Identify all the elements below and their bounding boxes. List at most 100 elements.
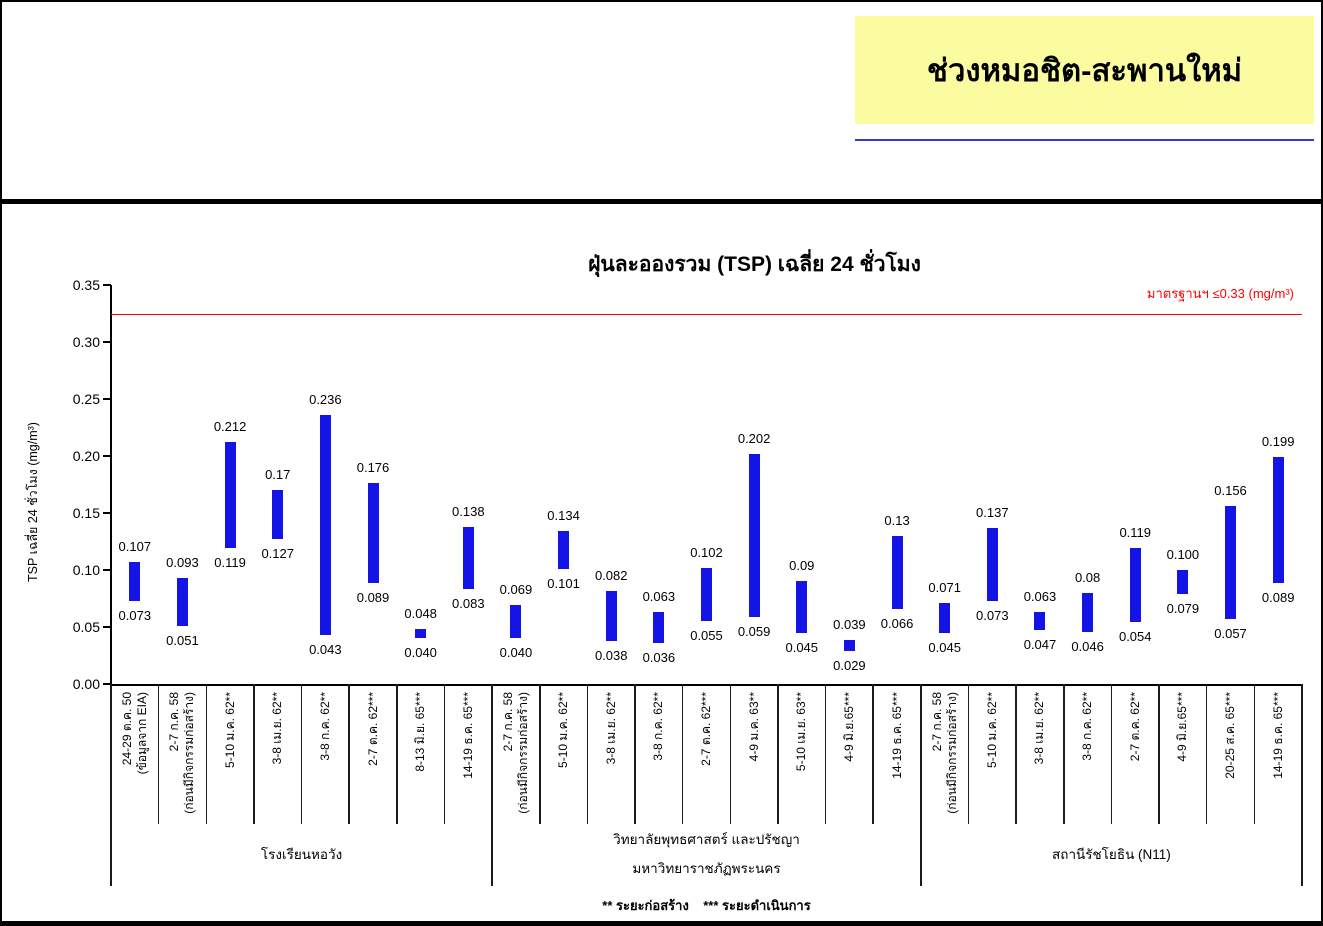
bar-min-label: 0.089 [1261,589,1295,605]
category-cell: 3-8 เม.ย. 62** [1016,687,1064,823]
category-separator [967,684,970,824]
category-separator [300,684,303,824]
category-separator [1110,684,1113,824]
bar-max-label: 0.09 [789,558,815,574]
category-tick-label: 2-7 ต.ค. 62** [1127,692,1142,762]
bar-max-label: 0.071 [928,580,961,596]
bar-max-label: 0.156 [1214,483,1247,499]
category-tick-label: 14-19 ธ.ค. 65*** [1270,692,1285,779]
group-separator [920,684,922,886]
range-bar [1034,612,1046,631]
bar-max-label: 0.039 [833,616,866,632]
bar-min-label: 0.066 [880,615,914,631]
bar-min-label: 0.040 [499,645,533,661]
category-cell: 2-7 ก.ค. 58 (ก่อนมีกิจกรรมก่อสร้าง) [921,687,969,823]
bar-max-label: 0.102 [690,544,723,560]
range-bar [891,535,903,609]
range-bar [748,453,760,617]
section-title-underline [855,139,1314,141]
bar-max-label: 0.069 [499,582,533,598]
bar-min-label: 0.059 [737,623,771,639]
category-tick-label: 5-10 ม.ค. 62** [556,692,571,768]
category-cell: 4-9 มิ.ย.65*** [1159,687,1207,823]
range-bar [462,526,474,590]
category-separator [1015,684,1017,824]
bar-min-label: 0.055 [690,628,723,644]
category-cell: 2-7 ก.ค. 58 (ก่อนมีกิจกรรมก่อสร้าง) [159,687,207,823]
bar-max-label: 0.063 [1023,589,1057,605]
category-separator [443,684,446,824]
group-separator [1301,684,1303,886]
category-tick-label: 2-7 ก.ค. 58 [929,692,944,752]
group-label-line: โรงเรียนหอวัง [260,846,343,862]
bar-min-label: 0.036 [642,649,676,665]
category-tick-label: 5-10 เม.ย. 63** [794,692,809,772]
bar-min-label: 0.079 [1166,600,1200,616]
bar-min-label: 0.040 [404,645,437,661]
group-label-line: มหาวิทยาราชภัฏพระนคร [632,861,781,876]
bar-min-label: 0.073 [976,607,1009,623]
range-bar [653,612,665,643]
bar-max-label: 0.08 [1074,569,1101,585]
category-separator [824,684,827,824]
category-tick-label: 3-8 ก.ค. 62** [317,692,332,761]
category-cell: 2-7 ก.ค. 58 (ก่อนมีกิจกรรมก่อสร้าง) [492,687,540,823]
group-label: สถานีรัชโยธิน (N11) [921,824,1302,884]
category-cell: 5-10 เม.ย. 63** [778,687,826,823]
category-cell: 3-8 ก.ค. 62** [1064,687,1112,823]
y-tick-mark [103,626,111,628]
bar-max-label: 0.199 [1261,434,1295,450]
range-bar [796,581,808,633]
y-tick-mark [103,398,111,400]
category-tick-label: 2-7 ต.ค. 62*** [365,692,380,766]
range-bar [701,567,712,622]
bar-max-label: 0.134 [547,508,580,524]
bar-max-label: 0.107 [118,539,152,555]
category-cell: 2-7 ต.ค. 62*** [683,687,731,823]
range-bar [1082,592,1094,632]
range-bar [843,639,855,651]
bar-min-label: 0.038 [594,647,628,663]
bar-max-label: 0.138 [452,503,485,519]
category-tick-label: 14-19 ธ.ค. 65*** [460,692,475,779]
category-separator [253,684,255,824]
y-tick-mark [103,569,111,571]
standard-line-label: มาตรฐานฯ ≤0.33 (mg/m³) [1146,285,1294,301]
category-tick-label: 5-10 ม.ค. 62** [984,692,999,768]
category-cell: 3-8 ก.ค. 62** [635,687,683,823]
category-tick-label: 20-25 ส.ค. 65*** [1223,692,1238,779]
y-tick-label: 0.25 [72,391,100,407]
range-bar [319,414,331,635]
footnote: ** ระยะก่อสร้าง *** ระยะดำเนินการ [602,898,811,913]
range-bar [605,590,617,641]
category-cell: 5-10 ม.ค. 62** [969,687,1017,823]
bar-min-label: 0.047 [1023,637,1057,653]
category-separator [205,684,208,824]
category-tick-label: 3-8 ก.ค. 62** [651,692,666,761]
y-axis-line [110,285,112,686]
group-label: วิทยาลัยพุทธศาสตร์ และปรัชญา มหาวิทยาราชภ… [492,824,921,884]
bar-max-label: 0.119 [1119,525,1152,541]
y-tick-label: 0.00 [72,676,100,692]
section-divider [2,199,1321,204]
y-tick-label: 0.30 [72,334,100,350]
category-tick-label: (ก่อนมีกิจกรรมก่อสร้าง) [944,692,959,814]
bar-min-label: 0.054 [1118,629,1152,645]
category-separator [729,684,732,824]
group-separator [491,684,493,886]
category-tick-label: 14-19 ธ.ค. 65*** [889,692,904,779]
bar-min-label: 0.083 [452,596,485,612]
category-separator [777,684,779,824]
category-cell: 4-9 มิ.ย.65*** [826,687,874,823]
category-tick-label: 3-8 เม.ย. 62** [1032,692,1047,765]
bar-max-label: 0.212 [213,419,247,435]
y-tick-label: 0.05 [72,619,100,635]
category-tick-label: 24-29 ต.ค. 50 [119,692,134,766]
bar-max-label: 0.063 [642,589,676,605]
category-tick-label: 3-8 ก.ค. 62** [1080,692,1095,761]
bar-max-label: 0.100 [1166,547,1200,562]
category-cell: 5-10 ม.ค. 62** [540,687,588,823]
bar-min-label: 0.043 [309,641,342,657]
bar-max-label: 0.176 [356,460,390,476]
category-tick-label: 2-7 ต.ค. 62*** [698,692,713,766]
